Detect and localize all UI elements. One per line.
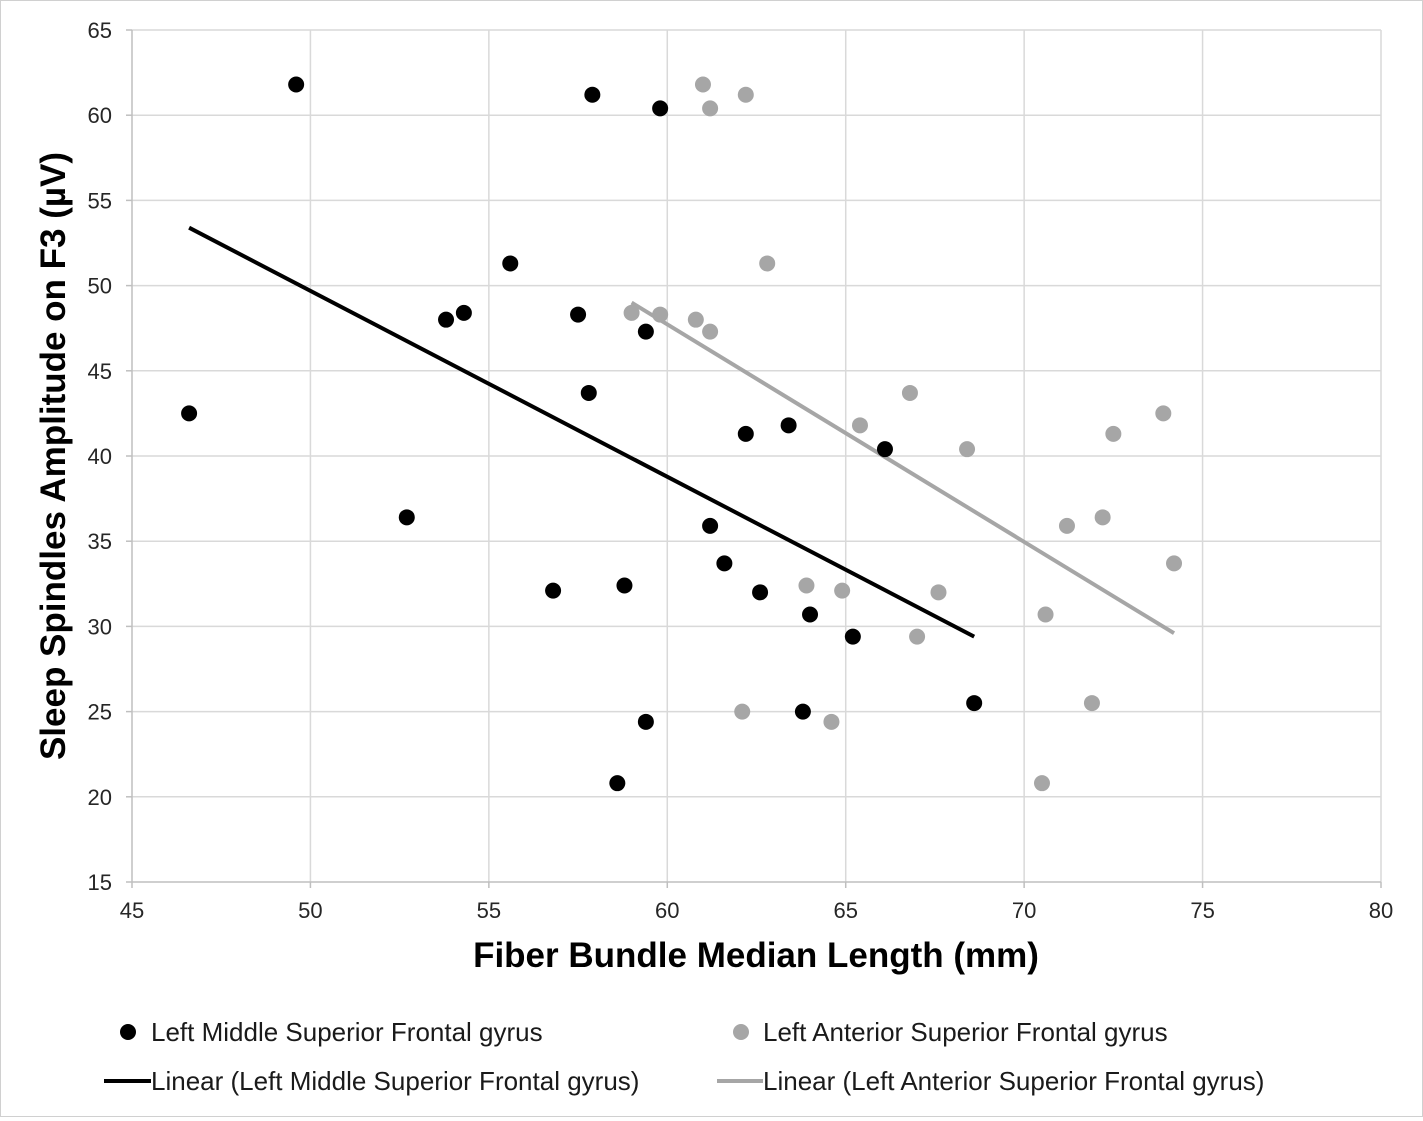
point-middle	[438, 311, 455, 328]
y-tick-label: 55	[88, 188, 112, 213]
point-middle	[966, 695, 983, 712]
data-points	[181, 76, 1183, 792]
point-middle	[616, 577, 633, 594]
point-middle	[584, 86, 601, 103]
point-middle	[502, 255, 519, 272]
point-middle	[652, 100, 669, 117]
gridlines	[132, 29, 1382, 882]
y-tick-label: 35	[88, 529, 112, 554]
y-tick-label: 45	[88, 359, 112, 384]
point-anterior	[959, 441, 976, 458]
point-anterior	[851, 417, 868, 434]
point-anterior	[652, 306, 669, 323]
x-tick-label: 70	[1012, 898, 1036, 923]
point-middle	[752, 584, 769, 601]
x-tick-label: 75	[1190, 898, 1214, 923]
point-anterior	[798, 577, 815, 594]
legend-marker-middle	[120, 1024, 136, 1040]
x-tick-label: 55	[477, 898, 501, 923]
point-anterior	[694, 76, 711, 93]
legend: Left Middle Superior Frontal gyrus Left …	[104, 1017, 1264, 1096]
point-anterior	[930, 584, 947, 601]
point-middle	[737, 425, 754, 442]
point-anterior	[1155, 405, 1172, 422]
y-tick-label: 30	[88, 614, 112, 639]
x-tick-label: 80	[1369, 898, 1393, 923]
point-middle	[876, 441, 893, 458]
y-tick-label: 65	[88, 18, 112, 43]
point-anterior	[702, 100, 719, 117]
point-anterior	[702, 323, 719, 340]
legend-marker-anterior	[733, 1024, 749, 1040]
point-anterior	[1033, 775, 1050, 792]
point-anterior	[759, 255, 776, 272]
legend-label-middle: Left Middle Superior Frontal gyrus	[151, 1017, 543, 1047]
legend-label-trend-middle: Linear (Left Middle Superior Frontal gyr…	[151, 1066, 639, 1096]
point-middle	[637, 323, 654, 340]
point-anterior	[1037, 606, 1054, 623]
point-middle	[580, 384, 597, 401]
point-middle	[780, 417, 797, 434]
trendline-middle	[188, 225, 976, 639]
x-tick-label: 65	[833, 898, 857, 923]
trendlines	[188, 225, 1176, 639]
tick-labels: 45 50 55 60 65 70 75 80 15 20 25 30 35 40 45 50 55 60 65	[88, 18, 1394, 923]
y-tick-label: 50	[88, 274, 112, 299]
y-tick-label: 60	[88, 103, 112, 128]
point-anterior	[1058, 517, 1075, 534]
legend-label-anterior: Left Anterior Superior Frontal gyrus	[763, 1017, 1168, 1047]
point-middle	[716, 555, 733, 572]
point-anterior	[687, 311, 704, 328]
point-anterior	[1094, 509, 1111, 526]
y-tick-label: 20	[88, 785, 112, 810]
point-middle	[844, 628, 861, 645]
point-middle	[637, 713, 654, 730]
point-middle	[702, 517, 719, 534]
point-anterior	[734, 703, 751, 720]
point-anterior	[1083, 695, 1100, 712]
point-anterior	[1105, 425, 1122, 442]
point-anterior	[623, 304, 640, 321]
point-anterior	[909, 628, 926, 645]
point-middle	[181, 405, 198, 422]
point-middle	[545, 582, 562, 599]
y-tick-label: 40	[88, 444, 112, 469]
y-axis-title: Sleep Spindles Amplitude on F3 (µV)	[34, 152, 73, 760]
trendline-anterior	[630, 300, 1176, 635]
point-middle	[802, 606, 819, 623]
point-middle	[398, 509, 415, 526]
point-middle	[570, 306, 587, 323]
y-tick-label: 25	[88, 700, 112, 725]
point-anterior	[901, 384, 918, 401]
x-tick-label: 60	[655, 898, 679, 923]
x-tick-label: 50	[298, 898, 322, 923]
legend-label-trend-anterior: Linear (Left Anterior Superior Frontal g…	[763, 1066, 1264, 1096]
point-middle	[455, 304, 472, 321]
x-tick-label: 45	[120, 898, 144, 923]
axes	[126, 29, 1382, 888]
point-anterior	[823, 713, 840, 730]
x-axis-title: Fiber Bundle Median Length (mm)	[473, 936, 1039, 975]
point-middle	[288, 76, 305, 93]
point-anterior	[1166, 555, 1183, 572]
y-tick-label: 15	[88, 870, 112, 895]
point-middle	[609, 775, 626, 792]
point-anterior	[737, 86, 754, 103]
point-anterior	[834, 582, 851, 599]
point-middle	[794, 703, 811, 720]
